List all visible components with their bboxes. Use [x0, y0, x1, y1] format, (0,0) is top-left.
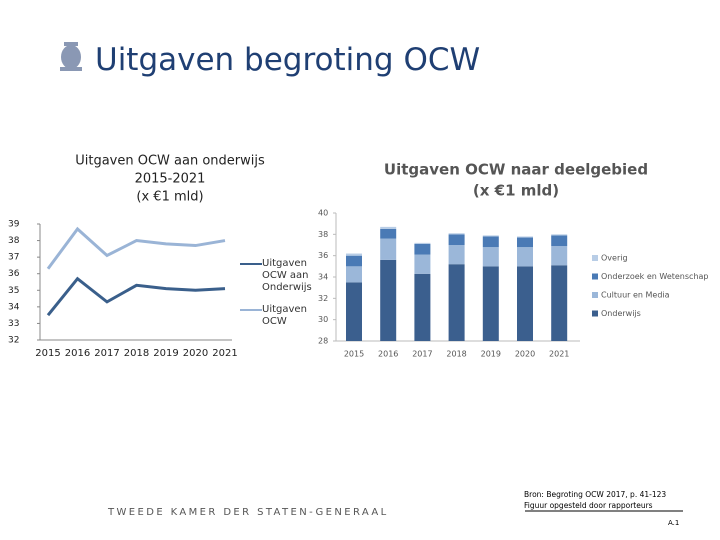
x-tick-label: 2016 — [378, 350, 398, 359]
y-tick-label: 38 — [8, 236, 20, 246]
bar-segment — [380, 259, 397, 341]
x-tick-label: 2021 — [212, 348, 237, 359]
y-tick-label: 34 — [318, 273, 328, 282]
slide-title: Uitgaven begroting OCW — [95, 42, 481, 78]
bar-segment — [448, 233, 465, 235]
x-tick-label: 2015 — [35, 348, 60, 359]
chart-title: 2015-2021 — [135, 172, 206, 187]
bar-segment — [448, 264, 465, 341]
footer: TWEEDE KAMER DER STATEN-GENERAAL — [108, 507, 389, 518]
chart-title: Uitgaven OCW aan onderwijs — [75, 154, 265, 169]
y-tick-label: 34 — [8, 302, 20, 312]
bar-segment — [482, 266, 499, 341]
bar-segment — [346, 253, 362, 256]
x-tick-label: 2021 — [549, 350, 569, 359]
x-tick-label: 2020 — [183, 348, 208, 359]
bar-segment — [414, 243, 431, 255]
y-tick-label: 32 — [318, 294, 328, 303]
legend-label: Uitgaven OCW aan Onderwijs — [262, 258, 312, 293]
chart-title: Uitgaven OCW naar deelgebied — [384, 161, 648, 179]
legend-swatch — [592, 292, 598, 298]
bar-segment — [482, 236, 499, 248]
line — [46, 276, 226, 317]
x-tick-label: 2019 — [481, 350, 501, 359]
bar-segment — [448, 245, 465, 265]
legend-label: Uitgaven OCW — [262, 304, 307, 327]
x-tick-label: 2017 — [412, 350, 432, 359]
y-tick-label: 37 — [8, 253, 19, 263]
y-tick-label: 36 — [318, 251, 328, 260]
y-tick-label: 35 — [8, 286, 19, 296]
bar-segment — [346, 282, 362, 341]
y-tick-label: 39 — [8, 220, 20, 230]
bar-segment — [551, 265, 568, 341]
bar-segment — [380, 238, 397, 260]
x-tick-label: 2016 — [65, 348, 90, 359]
page-number: A.1 — [668, 519, 680, 527]
line — [46, 226, 226, 270]
crest — [60, 42, 82, 71]
bar-segment — [346, 255, 362, 267]
x-tick-label: 2018 — [124, 348, 149, 359]
bar-segment — [414, 273, 431, 341]
bar-segment — [414, 242, 431, 244]
source: Bron: Begroting OCW 2017, p. 41-123 Figuu… — [524, 489, 666, 511]
y-tick-label: 30 — [318, 315, 328, 324]
x-tick-label: 2015 — [344, 350, 364, 359]
bar-segment — [380, 229, 397, 239]
chart-title: (x €1 mld) — [136, 190, 203, 205]
x-tick-label: 2018 — [446, 350, 466, 359]
y-tick-label: 28 — [318, 337, 328, 346]
chart-title: (x €1 mld) — [473, 182, 559, 200]
legend-label: Onderzoek en Wetenschap — [601, 272, 709, 281]
bar-segment — [551, 246, 568, 266]
bar-segment — [380, 226, 397, 229]
legend-label: Cultuur en Media — [601, 291, 670, 300]
legend-swatch — [592, 310, 598, 317]
y-tick-label: 33 — [8, 319, 19, 329]
y-tick-label: 32 — [8, 336, 19, 346]
bar-segment — [482, 235, 499, 237]
bar-segment — [517, 236, 533, 238]
bar-segment — [551, 234, 568, 236]
bar-segment — [517, 266, 533, 341]
bar-segment — [482, 247, 499, 267]
bar-segment — [414, 254, 431, 274]
legend-swatch — [592, 273, 598, 280]
bar-segment — [517, 247, 533, 267]
legend-label: Onderwijs — [601, 309, 641, 318]
x-tick-label: 2020 — [515, 350, 535, 359]
legend-label: Overig — [601, 254, 628, 263]
x-tick-label: 2019 — [153, 348, 178, 359]
bar-segment — [448, 234, 465, 245]
y-tick-label: 40 — [318, 209, 328, 218]
source-line: Bron: Begroting OCW 2017, p. 41-123 — [524, 490, 667, 499]
source-line: Figuur opgesteld door rapporteurs — [524, 501, 653, 510]
legend-swatch — [592, 255, 598, 261]
x-tick-label: 2017 — [94, 348, 119, 359]
bar-segment — [551, 235, 568, 247]
bar-segment — [517, 237, 533, 248]
y-tick-label: 36 — [8, 269, 20, 279]
bar-segment — [346, 266, 362, 283]
y-tick-label: 38 — [318, 230, 328, 239]
